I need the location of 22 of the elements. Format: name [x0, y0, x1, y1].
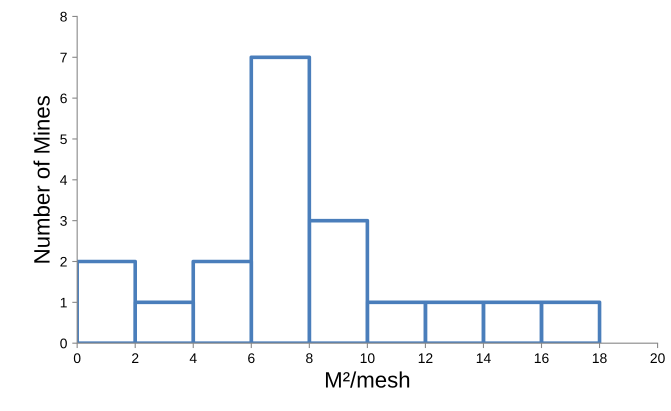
- y-tick-label: 2: [60, 256, 67, 267]
- x-tick-label: 18: [592, 353, 607, 364]
- x-tick-label: 0: [74, 353, 80, 364]
- y-tick-label: 7: [60, 52, 67, 62]
- x-tick-label: 6: [248, 353, 255, 364]
- y-tick-label: 0: [60, 338, 67, 348]
- y-tick-label: 8: [60, 12, 67, 22]
- y-tick-label: 4: [60, 175, 68, 185]
- x-axis-title: M²/mesh: [326, 371, 410, 388]
- x-tick-label: 12: [418, 353, 432, 363]
- x-tick-label: 4: [190, 353, 197, 363]
- x-tick-label: 8: [306, 353, 313, 364]
- y-tick-label: 6: [60, 93, 67, 104]
- y-axis-title: Number of Mines: [33, 96, 50, 263]
- x-tick-label: 14: [476, 353, 491, 363]
- y-tick-label: 5: [60, 134, 67, 144]
- x-tick-label: 10: [360, 353, 375, 364]
- y-tick-label: 3: [60, 216, 67, 226]
- x-tick-label: 2: [132, 353, 138, 363]
- x-tick-label: 20: [650, 353, 665, 364]
- y-tick-label: 1: [60, 298, 67, 308]
- x-tick-label: 16: [534, 353, 549, 364]
